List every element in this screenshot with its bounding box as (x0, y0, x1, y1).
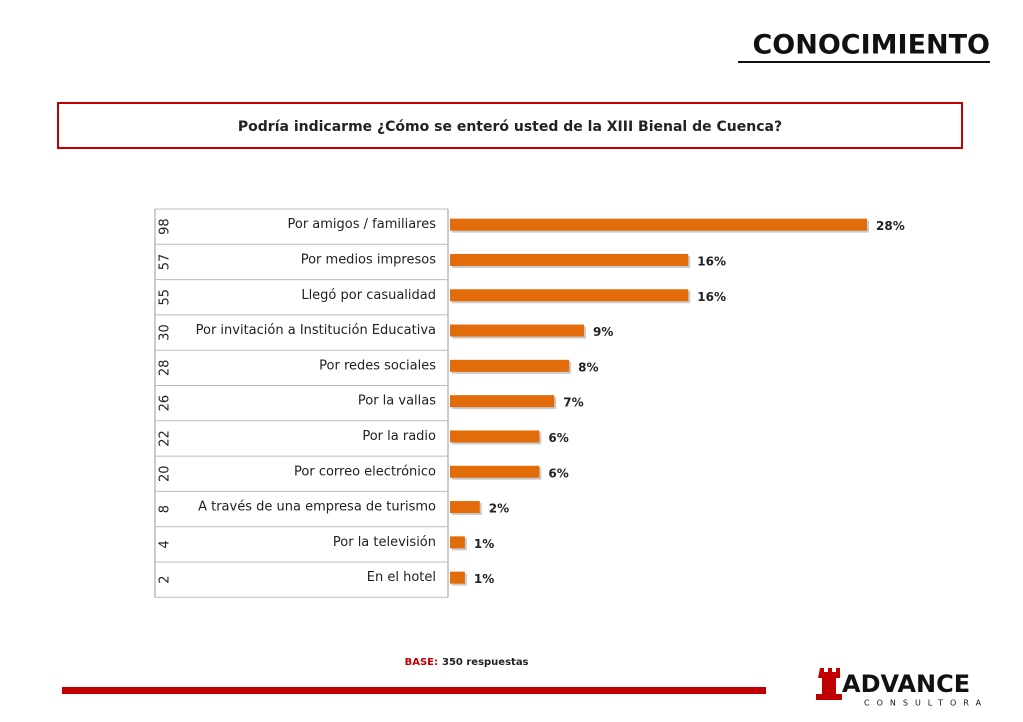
bar (450, 501, 480, 514)
value-label: 1% (474, 537, 494, 551)
category-label: Por la televisión (333, 535, 436, 550)
bar (450, 465, 540, 478)
category-label: En el hotel (367, 570, 436, 585)
value-label: 28% (876, 219, 905, 233)
logo-icon (816, 668, 842, 700)
count-label: 57 (158, 254, 173, 271)
logo-sub: CONSULTORA (864, 699, 988, 708)
value-label: 6% (548, 431, 568, 445)
count-label: 55 (158, 289, 173, 306)
count-label: 20 (158, 465, 173, 482)
count-label: 4 (158, 540, 173, 548)
value-label: 16% (697, 254, 726, 268)
category-label: Por invitación a Institución Educativa (196, 323, 436, 338)
logo-text: ADVANCE (842, 670, 970, 698)
count-label: 22 (158, 430, 173, 447)
category-label: Por correo electrónico (294, 464, 436, 479)
footer-band (62, 687, 766, 694)
bar (450, 359, 570, 372)
bar (450, 571, 465, 584)
slide-title: CONOCIMIENTO (752, 30, 990, 61)
count-label: 26 (158, 395, 173, 412)
bar (450, 253, 689, 266)
category-label: Por redes sociales (319, 358, 436, 373)
count-label: 2 (158, 576, 173, 584)
value-label: 2% (489, 502, 509, 516)
category-label: A través de una empresa de turismo (198, 500, 436, 515)
bar (450, 536, 465, 549)
count-label: 28 (158, 360, 173, 377)
category-label: Por amigos / familiares (287, 217, 436, 232)
count-label: 98 (158, 218, 173, 235)
category-label: Por medios impresos (301, 252, 437, 267)
value-label: 16% (697, 290, 726, 304)
base-label: BASE: (405, 657, 438, 668)
bar (450, 430, 540, 443)
category-label: Llegó por casualidad (301, 288, 436, 303)
bar (450, 324, 585, 337)
value-label: 9% (593, 325, 613, 339)
bar (450, 289, 689, 302)
logo: ADVANCE CONSULTORA (816, 668, 988, 708)
chart: 98 Por amigos / familiares 28%57 Por medios… (154, 208, 905, 598)
bar (450, 218, 867, 231)
base-text: 350 respuestas (442, 657, 529, 668)
value-label: 8% (578, 360, 598, 374)
bar (450, 395, 555, 408)
category-label: Por la radio (362, 429, 436, 444)
value-label: 7% (563, 396, 583, 410)
chart-subtitle: Podría indicarme ¿Cómo se enteró usted d… (238, 119, 782, 135)
value-label: 1% (474, 572, 494, 586)
category-label: Por la vallas (358, 394, 436, 409)
count-label: 30 (158, 324, 173, 341)
value-label: 6% (548, 466, 568, 480)
question-box (57, 102, 963, 149)
count-label: 8 (158, 505, 173, 513)
